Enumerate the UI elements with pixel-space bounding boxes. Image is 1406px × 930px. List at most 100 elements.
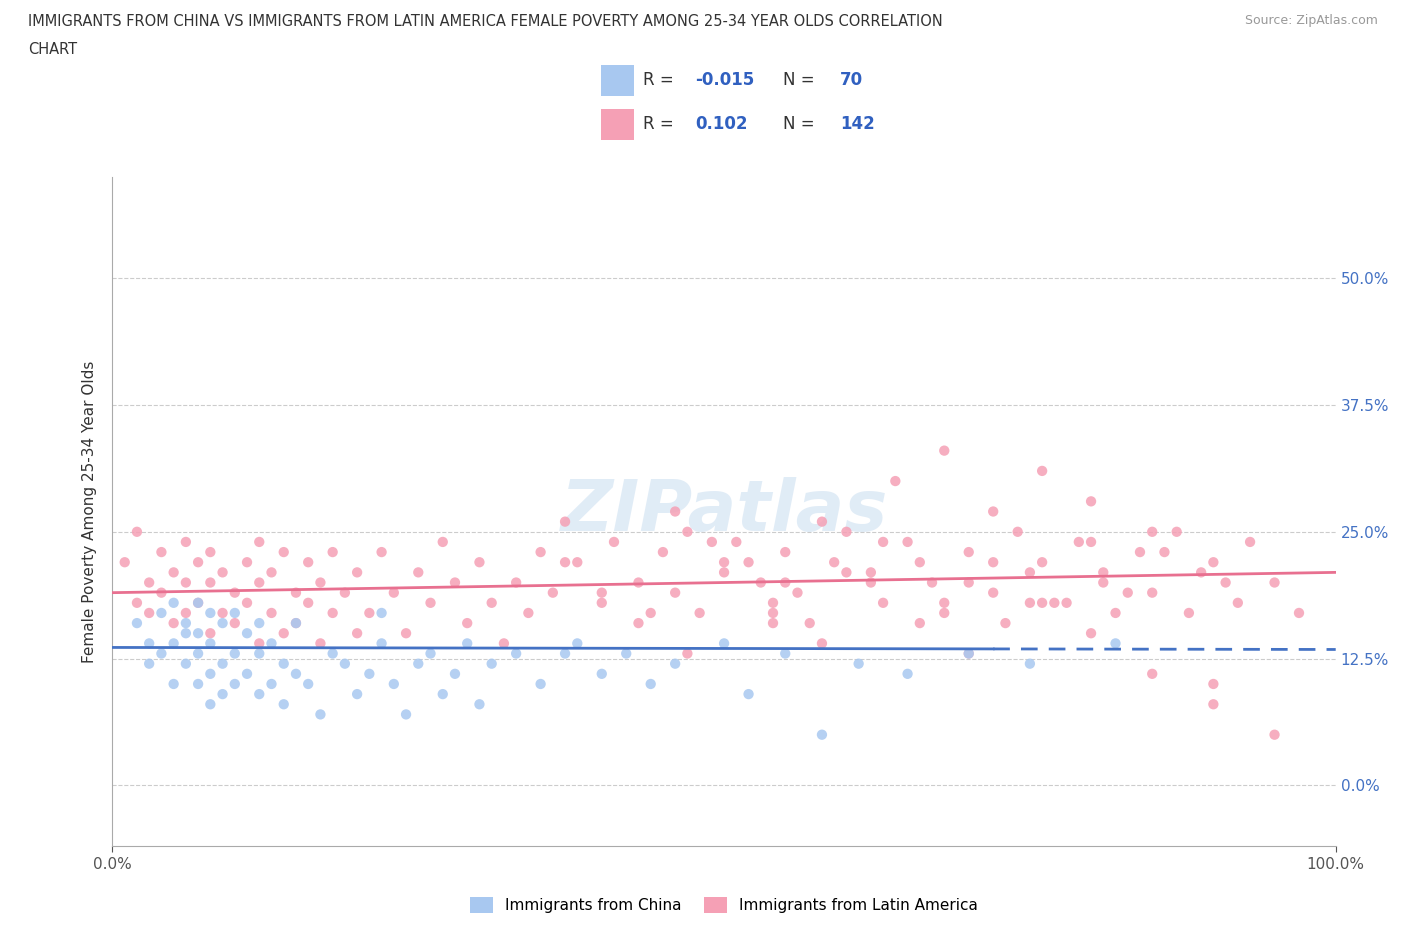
Point [981,555,1004,570]
Point [811,636,834,651]
Text: -0.015: -0.015 [695,71,755,89]
Point [1264,575,1286,590]
Point [138,575,160,590]
Point [444,575,467,590]
Point [138,636,160,651]
Bar [600,109,634,140]
Point [419,595,441,610]
Legend: Immigrants from China, Immigrants from Latin America: Immigrants from China, Immigrants from L… [464,891,984,919]
Point [872,535,894,550]
Text: Source: ZipAtlas.com: Source: ZipAtlas.com [1244,14,1378,27]
Point [260,636,283,651]
Point [981,504,1004,519]
Point [1116,585,1139,600]
Point [125,525,148,539]
Point [1288,605,1310,620]
Point [835,525,858,539]
Point [200,605,222,620]
Point [762,616,785,631]
Point [1264,727,1286,742]
Point [125,595,148,610]
Point [370,605,392,620]
Point [775,646,797,661]
Point [664,504,686,519]
Point [1142,525,1164,539]
Point [529,676,551,691]
Point [236,667,259,682]
Point [163,676,186,691]
Point [211,605,233,620]
Point [811,727,834,742]
Point [957,575,980,590]
Point [1166,525,1188,539]
Point [1153,545,1175,560]
Point [346,626,368,641]
Point [567,555,589,570]
Point [627,616,650,631]
Point [174,626,197,641]
Point [346,565,368,579]
Point [1142,585,1164,600]
Point [591,595,613,610]
Point [444,667,467,682]
Point [236,626,259,641]
Point [1202,555,1225,570]
Point [247,636,270,651]
Point [848,657,870,671]
Point [737,555,759,570]
Point [187,646,209,661]
Text: R =: R = [643,114,673,133]
Point [749,575,772,590]
Point [859,565,882,579]
Point [1007,525,1029,539]
Point [713,555,735,570]
Point [260,565,283,579]
Point [1031,463,1053,478]
Point [1018,565,1040,579]
Text: R =: R = [643,71,673,89]
Point [775,545,797,560]
Point [138,605,160,620]
Point [247,616,270,631]
Point [1142,667,1164,682]
Point [640,676,662,691]
Point [934,605,956,620]
Point [957,545,980,560]
Point [419,646,441,661]
Point [664,585,686,600]
Point [200,575,222,590]
Point [786,585,808,600]
Point [1202,697,1225,711]
Point [260,605,283,620]
Point [432,535,454,550]
Point [884,473,907,488]
Point [200,697,222,711]
Point [174,575,197,590]
Point [505,646,527,661]
Point [236,595,259,610]
Point [1129,545,1152,560]
Point [322,646,344,661]
Point [775,575,797,590]
Point [713,636,735,651]
Point [211,686,233,701]
Point [1031,555,1053,570]
Point [505,575,527,590]
Point [224,605,246,620]
Point [799,616,821,631]
Point [174,616,197,631]
Point [187,555,209,570]
Point [163,565,186,579]
Text: N =: N = [783,71,814,89]
Point [872,595,894,610]
Point [370,636,392,651]
Point [174,657,197,671]
Point [614,646,637,661]
Point [921,575,943,590]
Point [284,667,308,682]
Point [591,585,613,600]
Point [333,657,356,671]
Point [1080,494,1102,509]
Point [456,616,478,631]
Text: 142: 142 [841,114,875,133]
